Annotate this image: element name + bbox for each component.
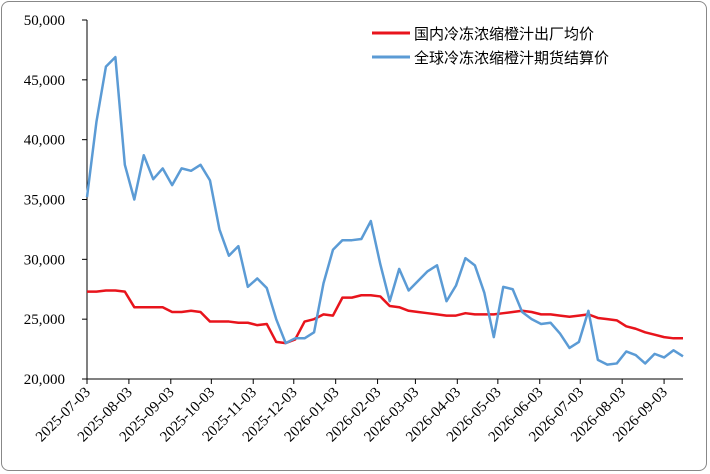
y-tick-label: 35,000 bbox=[24, 193, 65, 209]
y-tick-label: 50,000 bbox=[24, 13, 65, 29]
series-line bbox=[85, 55, 684, 366]
series-line bbox=[87, 289, 683, 345]
y-tick-label: 20,000 bbox=[24, 372, 65, 388]
y-tick-label: 30,000 bbox=[24, 252, 65, 268]
y-tick-label: 25,000 bbox=[24, 312, 65, 328]
y-tick-label: 40,000 bbox=[24, 133, 65, 149]
y-tick-label: 45,000 bbox=[24, 73, 65, 89]
legend-label: 全球冷冻浓缩橙汁期货结算价 bbox=[414, 49, 609, 67]
legend-label: 国内冷冻浓缩橙汁出厂均价 bbox=[414, 25, 594, 43]
